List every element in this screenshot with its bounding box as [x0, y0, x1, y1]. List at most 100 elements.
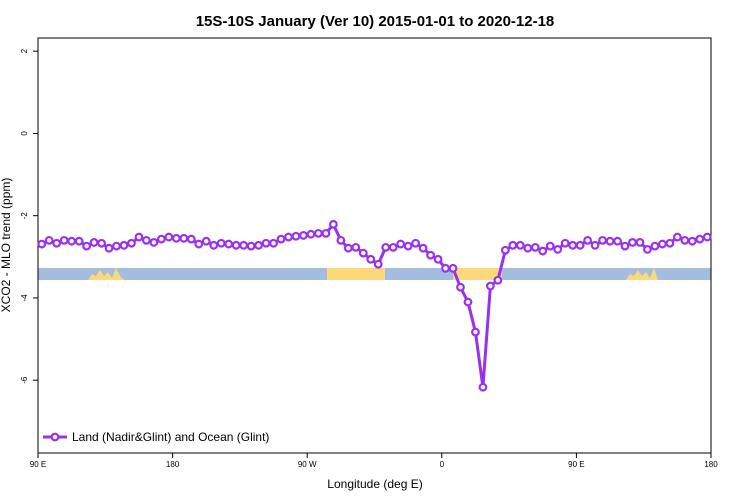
land-bits — [626, 268, 658, 280]
data-point — [306, 229, 316, 239]
data-point — [328, 219, 338, 229]
data-point — [605, 236, 615, 246]
legend-marker — [50, 432, 60, 442]
data-point — [560, 238, 570, 248]
x-axis-label: Longitude (deg E) — [327, 477, 422, 491]
data-point — [127, 238, 136, 248]
data-point — [276, 234, 286, 244]
data-point — [52, 238, 62, 248]
data-point — [224, 239, 234, 249]
data-point — [44, 235, 54, 245]
data-point — [261, 238, 271, 248]
data-point — [456, 282, 465, 292]
data-point — [156, 234, 166, 244]
x-tick-label: 180 — [704, 460, 718, 469]
data-point — [657, 239, 667, 249]
data-point — [254, 240, 263, 250]
data-point — [209, 240, 219, 250]
land-bits — [88, 268, 124, 280]
x-tick-label: 90 E — [568, 460, 584, 469]
data-point — [628, 238, 637, 247]
data-point — [388, 242, 398, 252]
data-point — [67, 236, 77, 246]
data-point — [471, 327, 480, 337]
data-point — [478, 382, 488, 392]
data-point — [426, 250, 435, 260]
data-point — [269, 238, 278, 248]
data-point — [486, 281, 495, 291]
data-point — [433, 254, 443, 264]
data-point — [672, 232, 682, 242]
data-point — [702, 232, 712, 242]
y-tick-label: -6 — [20, 376, 29, 384]
data-point — [530, 242, 540, 252]
data-point — [493, 275, 503, 285]
y-tick-label: -2 — [20, 212, 29, 220]
data-point — [351, 242, 361, 252]
data-point — [381, 242, 391, 252]
data-point — [314, 228, 323, 238]
legend-label: Land (Nadir&Glint) and Ocean (Glint) — [72, 430, 269, 444]
data-point — [134, 232, 144, 242]
data-point — [553, 245, 563, 254]
data-point — [515, 240, 525, 250]
data-point — [171, 233, 181, 243]
data-point — [650, 241, 660, 251]
data-point — [142, 235, 151, 245]
data-point — [396, 239, 406, 249]
data-point — [284, 232, 293, 242]
y-tick-label: 0 — [20, 131, 29, 136]
data-point — [598, 235, 607, 245]
data-point — [358, 248, 368, 258]
data-point — [82, 241, 92, 251]
data-point — [74, 236, 84, 246]
data-point — [665, 238, 675, 248]
data-point — [680, 235, 690, 245]
data-point — [201, 236, 211, 246]
data-point — [336, 235, 346, 245]
data-point — [216, 238, 226, 248]
data-point — [590, 240, 600, 250]
y-tick-label: 2 — [20, 48, 29, 53]
data-point — [343, 243, 353, 253]
y-tick-label: -4 — [20, 294, 29, 302]
data-point — [104, 243, 114, 253]
data-point — [231, 240, 241, 250]
data-point — [418, 243, 428, 253]
land-band — [327, 268, 385, 280]
data-point — [112, 241, 121, 251]
data-point — [695, 234, 705, 244]
data-point — [97, 238, 106, 248]
data-point — [246, 241, 256, 251]
data-point — [89, 238, 99, 247]
data-point — [441, 263, 450, 273]
data-point — [687, 236, 697, 246]
data-point — [448, 263, 458, 273]
data-point — [291, 231, 301, 241]
data-point — [643, 245, 652, 254]
data-point — [635, 238, 645, 247]
data-point — [500, 245, 510, 255]
data-point — [186, 234, 196, 244]
data-point — [538, 246, 548, 256]
data-point — [59, 235, 69, 245]
data-point — [545, 241, 555, 251]
series-line — [41, 221, 708, 388]
data-point — [575, 240, 585, 250]
data-point — [164, 232, 174, 242]
data-point — [373, 259, 383, 269]
data-point — [299, 231, 308, 240]
surface-strip — [38, 268, 711, 280]
data-point — [321, 228, 331, 238]
data-point — [523, 243, 533, 253]
chart-title: 15S-10S January (Ver 10) 2015-01-01 to 2… — [196, 13, 555, 30]
x-tick-label: 90 E — [30, 460, 46, 469]
data-point — [583, 235, 593, 245]
data-point — [463, 297, 473, 307]
data-point — [411, 238, 421, 248]
data-point — [119, 240, 129, 250]
data-point — [194, 239, 204, 249]
x-tick-label: 0 — [440, 460, 445, 469]
data-point — [613, 236, 622, 246]
